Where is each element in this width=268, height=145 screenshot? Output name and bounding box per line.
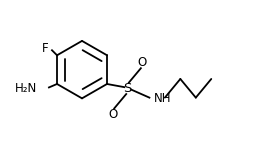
Text: NH: NH [154, 92, 172, 105]
Text: O: O [137, 56, 147, 69]
Text: O: O [108, 108, 117, 121]
Text: S: S [123, 82, 132, 95]
Text: H₂N: H₂N [15, 82, 37, 95]
Text: F: F [42, 42, 49, 55]
